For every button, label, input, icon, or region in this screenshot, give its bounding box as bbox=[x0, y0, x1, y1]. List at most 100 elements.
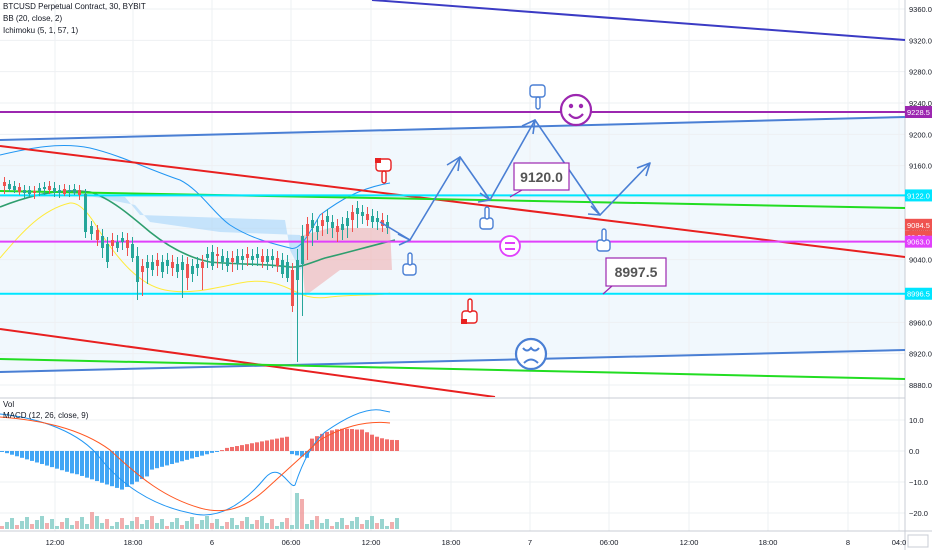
volume-bar bbox=[125, 525, 129, 529]
candle-body bbox=[111, 240, 114, 246]
volume-bar bbox=[175, 518, 179, 529]
vol-legend[interactable]: Vol bbox=[3, 400, 14, 409]
price-tag-bg bbox=[905, 287, 932, 300]
price-tick-label: 9240.0 bbox=[909, 99, 932, 108]
bb-legend[interactable]: BB (20, close, 2) bbox=[3, 14, 62, 23]
volume-bar bbox=[20, 521, 24, 529]
time-tick-label: 18:00 bbox=[124, 538, 143, 547]
macd-histogram-bar bbox=[290, 451, 294, 455]
macd-histogram-bar bbox=[0, 451, 4, 452]
arrow-head-2 bbox=[446, 156, 461, 172]
time-axis[interactable]: 12:00 18:00 6 06:00 12:00 18:00 7 06:00 12:00 18:… bbox=[46, 538, 907, 547]
volume-bar bbox=[390, 522, 394, 529]
ichimoku-label: Ichimoku (5, 1, 57, 1) bbox=[3, 26, 79, 35]
time-tick-label: 8 bbox=[846, 538, 850, 547]
macd-histogram-bar bbox=[310, 438, 314, 451]
macd-histogram-bar bbox=[110, 451, 114, 487]
volume-bar bbox=[195, 524, 199, 529]
candle-body bbox=[146, 262, 149, 268]
macd-histogram-bar bbox=[280, 437, 284, 451]
volume-bar bbox=[100, 523, 104, 529]
macd-histogram-bar bbox=[120, 451, 124, 490]
macd-histogram-bar bbox=[75, 451, 79, 475]
volume-bar bbox=[295, 493, 299, 529]
sad-face-icon bbox=[514, 337, 548, 371]
pointing-down-hand-icon bbox=[375, 158, 392, 184]
volume-bar bbox=[170, 522, 174, 529]
candle-body bbox=[226, 258, 229, 266]
volume-bar bbox=[75, 521, 79, 529]
price-tag-label: 9122.0 bbox=[907, 191, 930, 200]
candle-body bbox=[18, 187, 21, 192]
volume-bar bbox=[210, 523, 214, 529]
channel-fill bbox=[0, 117, 905, 372]
volume-bar bbox=[235, 525, 239, 529]
volume-bar bbox=[115, 522, 119, 529]
callout-8997[interactable]: 8997.5 bbox=[602, 257, 667, 295]
macd-histogram-bar bbox=[15, 451, 19, 457]
candle-body bbox=[316, 226, 319, 232]
volume-bars bbox=[0, 493, 399, 529]
price-tick-label: 9160.0 bbox=[909, 162, 932, 171]
candle-body bbox=[48, 186, 51, 190]
axis-settings-button[interactable] bbox=[907, 534, 929, 548]
candle-body bbox=[311, 220, 314, 228]
macd-histogram-bar bbox=[80, 451, 84, 476]
candle-body bbox=[161, 262, 164, 272]
macd-histogram-bar bbox=[230, 446, 234, 451]
volume-bar bbox=[275, 526, 279, 529]
macd-histogram-bar bbox=[95, 451, 99, 482]
volume-bar bbox=[185, 521, 189, 529]
candlestick-series bbox=[3, 177, 389, 362]
price-tag-bg bbox=[905, 235, 932, 248]
candle-body bbox=[90, 226, 93, 234]
macd-histogram-bar bbox=[355, 429, 359, 451]
price-tag-bg bbox=[905, 218, 932, 231]
symbol-line: BTCUSD Perpetual Contract, 30, BYBIT bbox=[3, 2, 146, 11]
macd-histogram-bar bbox=[245, 444, 249, 451]
horizontal-grid bbox=[0, 8, 905, 514]
volume-bar bbox=[160, 519, 164, 529]
volume-bar bbox=[155, 523, 159, 529]
macd-histogram-bar bbox=[135, 451, 139, 482]
arrow-head-5 bbox=[587, 205, 601, 216]
candle-body bbox=[286, 262, 289, 278]
macd-histogram-bar bbox=[295, 451, 299, 456]
candle-body bbox=[141, 266, 144, 272]
volume-bar bbox=[225, 522, 229, 529]
volume-bar bbox=[145, 520, 149, 529]
candle-body bbox=[171, 262, 174, 268]
trend-line-red-lower bbox=[0, 328, 496, 397]
macd-histogram-bar bbox=[30, 451, 34, 461]
trend-line-green-upper bbox=[0, 190, 905, 209]
callout-9120[interactable]: 9120.0 bbox=[509, 162, 570, 198]
volume-bar bbox=[25, 517, 29, 529]
symbol-legend[interactable]: BTCUSD Perpetual Contract, 30, BYBIT bbox=[3, 2, 146, 11]
volume-bar bbox=[265, 523, 269, 529]
arrow-head-1 bbox=[397, 233, 411, 246]
candle-body bbox=[176, 264, 179, 272]
candle-body bbox=[386, 222, 389, 228]
candle-body bbox=[101, 236, 104, 248]
macd-axis[interactable]: 10.0 0.0 −10.0 −20.0 bbox=[909, 416, 928, 518]
macd-histogram-bar bbox=[140, 451, 144, 480]
projection-arrows bbox=[379, 119, 651, 246]
macd-histogram-bar bbox=[40, 451, 44, 465]
macd-histogram bbox=[0, 428, 399, 490]
price-tag-label: 8996.5 bbox=[907, 290, 930, 299]
volume-bar bbox=[10, 518, 14, 529]
trend-line-green-lower bbox=[0, 358, 905, 380]
candle-body bbox=[321, 220, 324, 226]
macd-histogram-bar bbox=[180, 451, 184, 462]
macd-legend[interactable]: MACD (12, 26, close, 9) bbox=[3, 411, 88, 420]
ichimoku-legend[interactable]: Ichimoku (5, 1, 57, 1) bbox=[3, 26, 78, 35]
candle-body bbox=[136, 256, 139, 282]
volume-bar bbox=[395, 518, 399, 529]
macd-histogram-bar bbox=[145, 451, 149, 477]
volume-bar bbox=[90, 512, 94, 529]
candle-body bbox=[346, 218, 349, 226]
candle-body bbox=[221, 256, 224, 262]
